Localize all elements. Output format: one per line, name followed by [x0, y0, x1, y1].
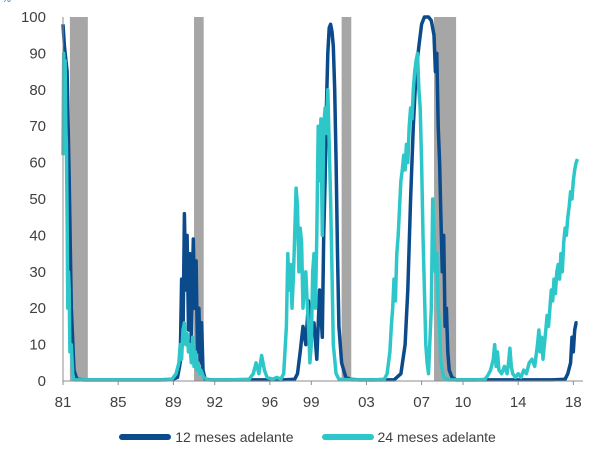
legend-label-24-meses: 24 meses adelante: [377, 429, 496, 445]
y-tick-label: 0: [38, 373, 46, 390]
recession-bands: [69, 17, 457, 381]
x-tick-label: 03: [358, 394, 375, 411]
y-tick-label: 100: [21, 9, 46, 26]
y-tick-label: 70: [29, 118, 46, 135]
recession-band-2: [341, 17, 352, 381]
y-tick-label: 30: [29, 264, 46, 281]
legend-item-24-meses: 24 meses adelante: [321, 429, 496, 445]
recession-band-0: [69, 17, 88, 381]
series-line-24-meses: [61, 51, 580, 382]
x-tick-label: 10: [455, 394, 472, 411]
unit-label: %: [2, 0, 11, 5]
y-tick-label: 20: [29, 300, 46, 317]
recession-band-1: [194, 17, 204, 381]
legend-swatch-12-meses: [119, 434, 172, 440]
chart: 0 10 20 30 40 50 60 70 80 90 100 81 85 89 92 96 99 03 07 10…: [21, 9, 583, 411]
x-tick-label: 07: [413, 394, 430, 411]
series-lines: [61, 15, 580, 382]
legend-swatch-24-meses: [321, 434, 374, 440]
x-tick-label: 96: [262, 394, 279, 411]
x-tick-label: 99: [303, 394, 320, 411]
legend-item-12-meses: 12 meses adelante: [119, 429, 294, 445]
y-tick-label: 10: [29, 337, 46, 354]
legend: 12 meses adelante 24 meses adelante: [0, 424, 615, 450]
x-tick-label: 89: [165, 394, 182, 411]
x-tick-label: 81: [55, 394, 72, 411]
y-tick-label: 40: [29, 227, 46, 244]
x-tick-label: 92: [206, 394, 223, 411]
tick-labels: 0 10 20 30 40 50 60 70 80 90 100 81 85 89 92 96 99 03 07 10…: [21, 9, 582, 411]
axes: [62, 17, 583, 382]
x-tick-label: 18: [565, 394, 582, 411]
y-tick-label: 60: [29, 155, 46, 172]
x-tick-label: 14: [510, 394, 527, 411]
x-tick-label: 85: [110, 394, 127, 411]
y-tick-label: 90: [29, 45, 46, 62]
legend-label-12-meses: 12 meses adelante: [175, 429, 294, 445]
series-line-12-meses: [61, 15, 578, 382]
y-tick-label: 80: [29, 82, 46, 99]
y-tick-label: 50: [29, 191, 46, 208]
